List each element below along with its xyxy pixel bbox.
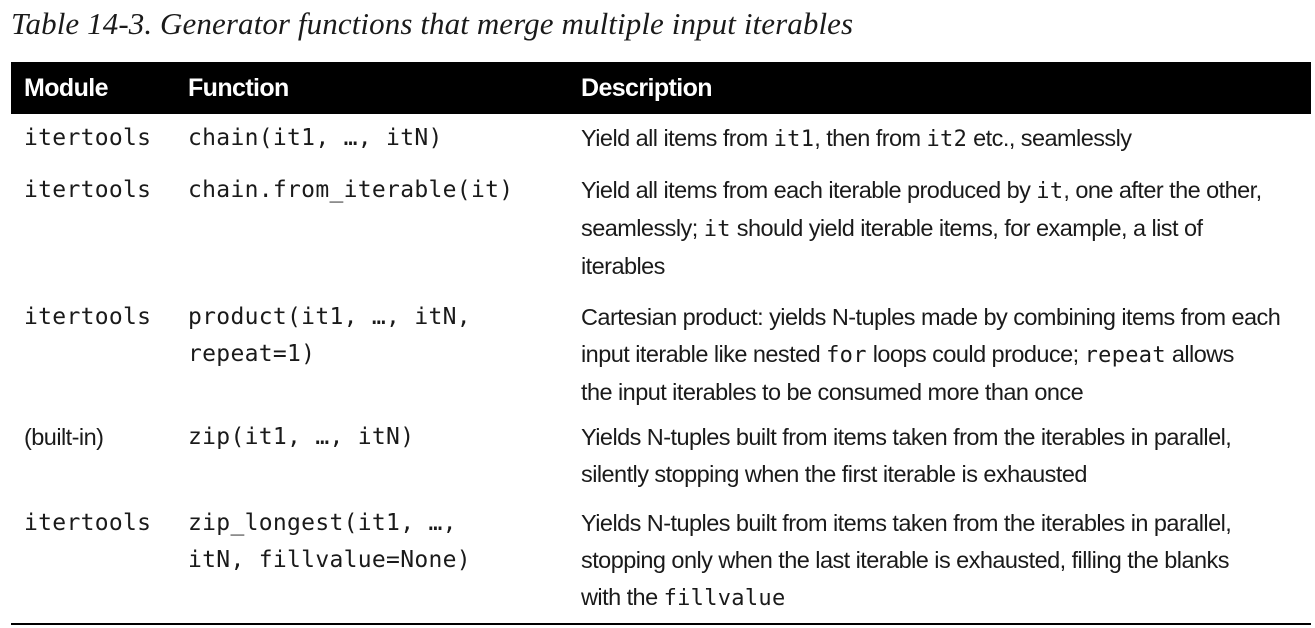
function-signature-line: product(it1, …, itN, xyxy=(188,304,471,330)
table-header-row: Module Function Description xyxy=(11,62,1311,114)
description-text: iterables xyxy=(581,253,665,279)
table-row: itertools chain.from_iterable(it) Yield … xyxy=(11,172,1311,299)
generator-functions-table: Module Function Description itertools ch… xyxy=(11,62,1311,611)
description-line: input iterable like nested for loops cou… xyxy=(581,336,1311,374)
description-text: allows xyxy=(1165,341,1235,367)
description-line: silently stopping when the first iterabl… xyxy=(581,456,1311,493)
inline-code: fillvalue xyxy=(663,586,786,611)
description-text: loops could produce; xyxy=(866,341,1085,367)
module-name: (built-in) xyxy=(24,424,104,450)
function-signature-line: zip(it1, …, itN) xyxy=(188,424,415,450)
description-text: Yield all items from each iterable produ… xyxy=(581,177,1037,203)
description-line: Cartesian product: yields N-tuples made … xyxy=(581,299,1311,336)
description-text: , then from xyxy=(814,125,927,151)
function-cell: chain(it1, …, itN) xyxy=(188,120,573,157)
description-text: silently stopping when the first iterabl… xyxy=(581,461,1087,487)
description-line: seamlessly; it should yield iterable ite… xyxy=(581,210,1311,248)
module-cell: (built-in) xyxy=(24,419,184,456)
function-cell: chain.from_iterable(it) xyxy=(188,172,573,209)
description-text: Yields N-tuples built from items taken f… xyxy=(581,510,1232,536)
header-module: Module xyxy=(24,74,108,102)
function-signature-line: zip_longest(it1, …, xyxy=(188,510,457,536)
description-cell: Yields N-tuples built from items taken f… xyxy=(581,505,1311,617)
description-text: seamlessly; xyxy=(581,215,704,241)
description-text: the input iterables to be consumed more … xyxy=(581,379,1084,405)
function-cell: product(it1, …, itN, repeat=1) xyxy=(188,299,573,373)
module-name: itertools xyxy=(24,177,152,203)
function-signature-line: chain(it1, …, itN) xyxy=(188,125,443,151)
module-name: itertools xyxy=(24,125,152,151)
table-caption: Table 14-3. Generator functions that mer… xyxy=(11,6,854,41)
inline-code: for xyxy=(826,343,867,368)
description-cell: Yield all items from each iterable produ… xyxy=(581,172,1311,285)
description-text: etc., seamlessly xyxy=(967,125,1132,151)
description-line: iterables xyxy=(581,248,1311,285)
description-line: the input iterables to be consumed more … xyxy=(581,374,1311,411)
description-cell: Yields N-tuples built from items taken f… xyxy=(581,419,1311,493)
table-row: itertools zip_longest(it1, …, itN, fillva… xyxy=(11,505,1311,620)
description-text: should yield iterable items, for example… xyxy=(730,215,1203,241)
description-cell: Yield all items from it1, then from it2 … xyxy=(581,120,1311,158)
function-signature-line: chain.from_iterable(it) xyxy=(188,177,514,203)
function-signature-line: repeat=1) xyxy=(188,341,316,367)
description-line: Yield all items from it1, then from it2 … xyxy=(581,120,1311,158)
header-description: Description xyxy=(581,74,713,102)
description-text: with the xyxy=(581,584,664,610)
table-row: (built-in) zip(it1, …, itN) Yields N-tup… xyxy=(11,419,1311,509)
function-cell: zip(it1, …, itN) xyxy=(188,419,573,456)
module-cell: itertools xyxy=(24,505,184,542)
description-text: Yield all items from xyxy=(581,125,774,151)
description-line: Yield all items from each iterable produ… xyxy=(581,172,1311,210)
description-text: stopping only when the last iterable is … xyxy=(581,547,1229,573)
module-cell: itertools xyxy=(24,120,184,157)
inline-code: it xyxy=(1036,179,1064,204)
module-name: itertools xyxy=(24,510,152,536)
function-cell: zip_longest(it1, …, itN, fillvalue=None) xyxy=(188,505,573,579)
description-line: stopping only when the last iterable is … xyxy=(581,542,1311,579)
description-line: Yields N-tuples built from items taken f… xyxy=(581,419,1311,456)
inline-code: repeat xyxy=(1084,343,1166,368)
inline-code: it xyxy=(703,217,731,242)
description-text: Cartesian product: yields N-tuples made … xyxy=(581,304,1281,330)
table-bottom-rule xyxy=(11,623,1311,625)
table-row: itertools chain(it1, …, itN) Yield all i… xyxy=(11,120,1311,172)
description-text: , one after the other, xyxy=(1063,177,1262,203)
inline-code: it2 xyxy=(926,127,968,152)
function-signature-line: itN, fillvalue=None) xyxy=(188,547,471,573)
description-line: Yields N-tuples built from items taken f… xyxy=(581,505,1311,542)
module-cell: itertools xyxy=(24,172,184,209)
description-line: with the fillvalue xyxy=(581,579,1311,617)
table-row: itertools product(it1, …, itN, repeat=1) … xyxy=(11,299,1311,406)
module-cell: itertools xyxy=(24,299,184,336)
description-text: Yields N-tuples built from items taken f… xyxy=(581,424,1232,450)
inline-code: it1 xyxy=(773,127,815,152)
header-function: Function xyxy=(188,74,289,102)
description-text: input iterable like nested xyxy=(581,341,827,367)
description-cell: Cartesian product: yields N-tuples made … xyxy=(581,299,1311,411)
module-name: itertools xyxy=(24,304,152,330)
